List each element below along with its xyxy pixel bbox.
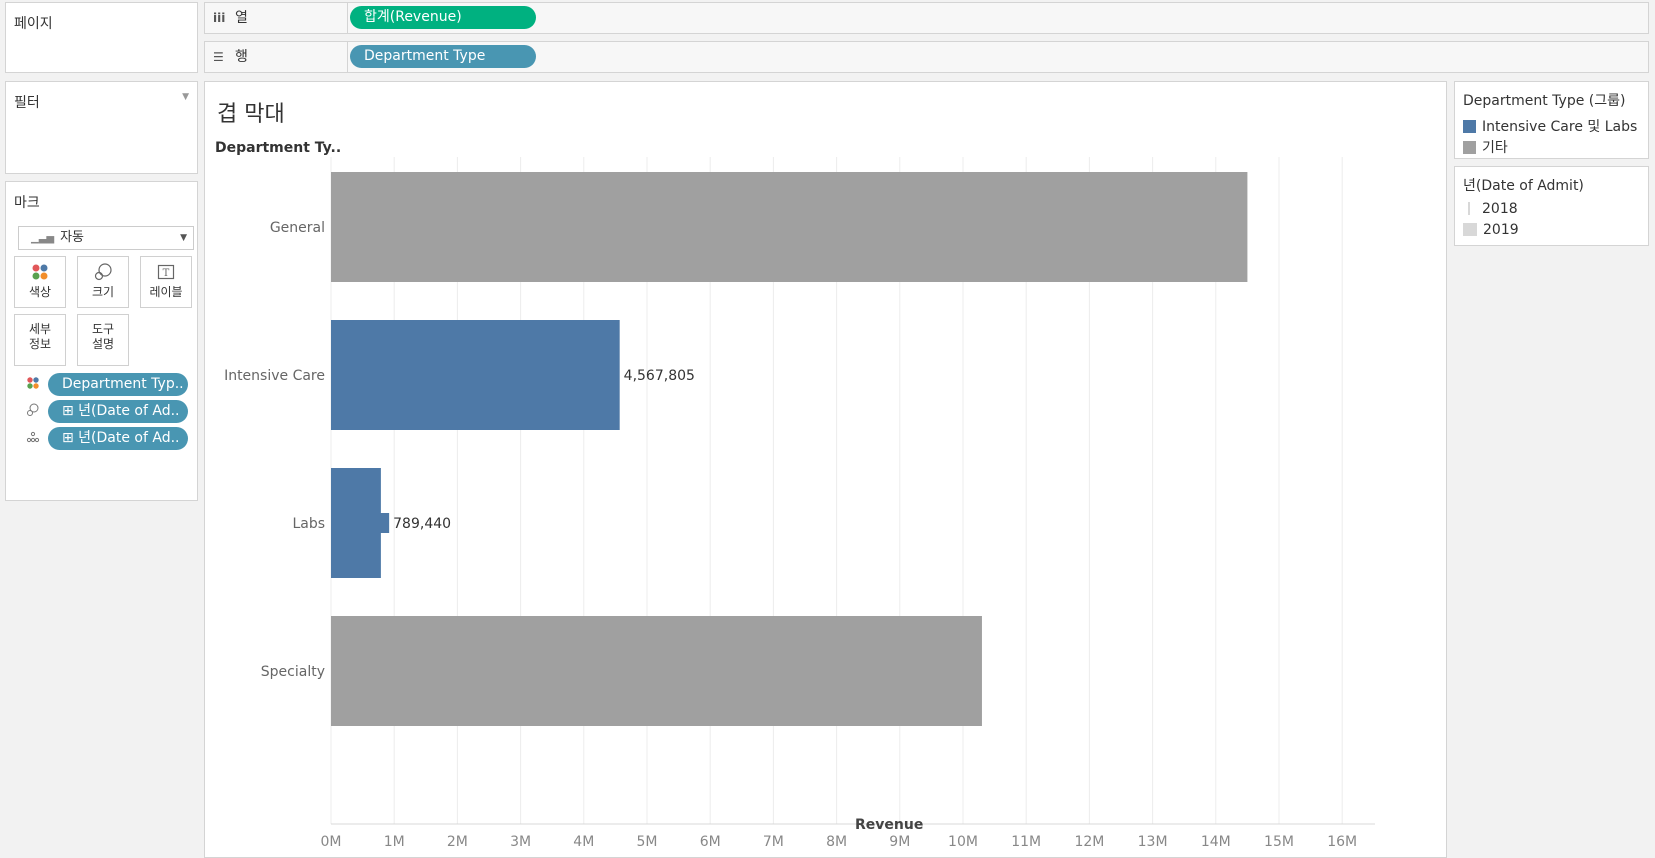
x-tick-label: 15M [1264, 834, 1294, 850]
legend-swatch [1463, 141, 1476, 154]
detail-icon [26, 430, 44, 447]
sheet-title: 겹 막대 [217, 102, 285, 127]
legend-size-swatch-large [1463, 223, 1477, 236]
color-icon [26, 376, 44, 393]
category-label: Specialty [261, 664, 325, 680]
filters-title: 필터 [14, 95, 40, 111]
columns-icon: iii [213, 11, 226, 25]
color-button[interactable]: 색상 [14, 256, 66, 308]
x-tick-label: 11M [1011, 834, 1041, 850]
bar-intensive-care[interactable] [331, 320, 620, 430]
filters-menu-caret-icon[interactable]: ▼ [182, 92, 189, 102]
x-axis-title: Revenue [855, 817, 924, 833]
chevron-down-icon: ▼ [180, 233, 187, 243]
category-label: Intensive Care [224, 368, 325, 384]
revenue-pill[interactable]: 합계(Revenue) [350, 6, 536, 29]
mark-type-dropdown[interactable]: ▁▃▅ 자동 ▼ [18, 226, 194, 250]
legend-item-2018[interactable]: 2018 [1463, 201, 1518, 217]
year-size-mark-pill[interactable]: ⊞ 년(Date of Ad.. [48, 400, 188, 423]
x-tick-label: 2M [447, 834, 468, 850]
rows-icon: ☰ [213, 50, 224, 64]
x-tick-label: 14M [1201, 834, 1231, 850]
bar-chart-icon: ▁▃▅ [31, 233, 55, 244]
legend-size-swatch-small [1468, 202, 1470, 215]
view-area: 겹 막대 Department Ty.. 0M 1M 2M 3M 4M 5M 6M 7M 8M 9… [204, 81, 1447, 858]
x-tick-label: 13M [1138, 834, 1168, 850]
bar-chart: 0M 1M 2M 3M 4M 5M 6M 7M 8M 9M 10M 11M 12M 13M 14M 15M 16… [224, 157, 1375, 850]
x-tick-label: 0M [321, 834, 342, 850]
department-type-mark-pill[interactable]: Department Typ.. [48, 373, 188, 396]
filters-panel[interactable]: 필터 ▼ [5, 81, 198, 174]
columns-shelf-label: iii 열 [205, 3, 348, 33]
size-icon [78, 263, 128, 285]
color-icon [15, 263, 65, 285]
svg-text:T: T [163, 268, 170, 279]
x-tick-label: 5M [637, 834, 658, 850]
x-tick-label: 8M [826, 834, 847, 850]
category-label: Labs [292, 516, 325, 532]
color-legend-title: Department Type (그룹) [1463, 93, 1626, 109]
columns-shelf[interactable]: iii 열 합계(Revenue) [204, 2, 1649, 34]
x-tick-label: 6M [700, 834, 721, 850]
bar-general[interactable] [331, 172, 1248, 282]
x-tick-label: 12M [1074, 834, 1104, 850]
marks-card: 마크 ▁▃▅ 자동 ▼ 색상 크기 T 레이블 세부 정보 도구 설명 Depar… [5, 181, 198, 501]
x-tick-label: 16M [1327, 834, 1357, 850]
pages-title: 페이지 [14, 16, 53, 32]
legend-swatch [1463, 120, 1476, 133]
marks-title: 마크 [14, 195, 40, 211]
label-button[interactable]: T 레이블 [140, 256, 192, 308]
size-icon [26, 403, 44, 420]
bar-specialty[interactable] [331, 616, 982, 726]
size-button[interactable]: 크기 [77, 256, 129, 308]
x-tick-label: 7M [763, 834, 784, 850]
legend-item-2019[interactable]: 2019 [1463, 222, 1519, 238]
color-legend[interactable]: Department Type (그룹) Intensive Care 및 La… [1454, 81, 1649, 159]
pages-panel[interactable]: 페이지 [5, 2, 198, 73]
label-icon: T [141, 263, 191, 285]
year-detail-mark-pill[interactable]: ⊞ 년(Date of Ad.. [48, 427, 188, 450]
category-label: General [270, 220, 325, 236]
rows-shelf-label: ☰ 행 [205, 42, 348, 72]
data-label: 4,567,805 [624, 368, 695, 384]
data-label: 789,440 [393, 516, 451, 532]
x-tick-label: 1M [384, 834, 405, 850]
row-field-header[interactable]: Department Ty.. [215, 140, 342, 156]
size-legend[interactable]: 년(Date of Admit) 2018 2019 [1454, 166, 1649, 246]
size-legend-title: 년(Date of Admit) [1463, 178, 1584, 194]
legend-item-other[interactable]: 기타 [1463, 137, 1508, 157]
x-tick-label: 3M [510, 834, 531, 850]
x-tick-label: 4M [573, 834, 594, 850]
department-type-pill[interactable]: Department Type [350, 45, 536, 68]
x-tick-label: 10M [948, 834, 978, 850]
tooltip-button[interactable]: 도구 설명 [77, 314, 129, 366]
rows-shelf[interactable]: ☰ 행 Department Type [204, 41, 1649, 73]
x-tick-label: 9M [889, 834, 910, 850]
bar-2018-labs [331, 513, 390, 533]
detail-button[interactable]: 세부 정보 [14, 314, 66, 366]
legend-item-intensive-labs[interactable]: Intensive Care 및 Labs [1463, 116, 1637, 136]
